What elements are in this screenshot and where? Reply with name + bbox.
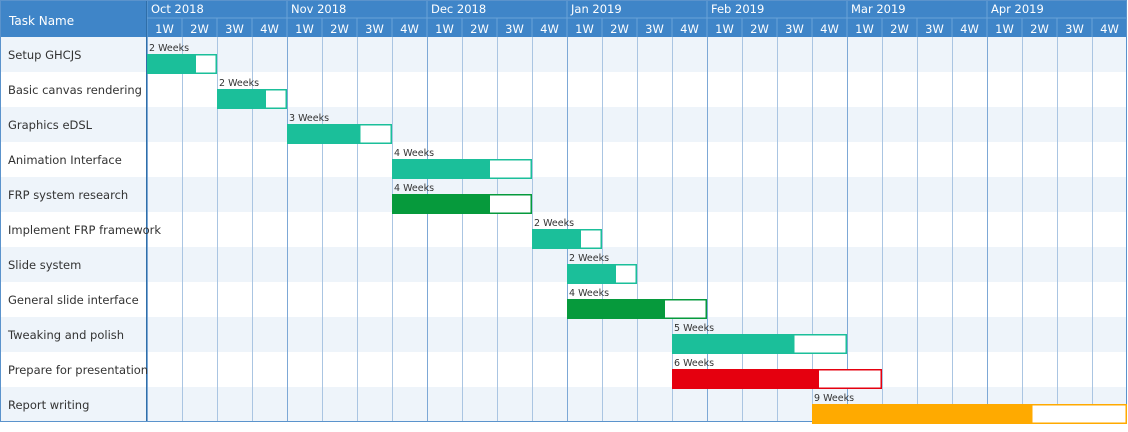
task-bar-progress	[672, 334, 795, 354]
task-name: Basic canvas rendering	[8, 83, 142, 97]
task-row-background	[0, 72, 1127, 107]
task-name: Report writing	[8, 398, 89, 412]
week-label: 3W	[225, 22, 244, 36]
month-label: Oct 2018	[151, 2, 204, 16]
week-label: 3W	[925, 22, 944, 36]
week-label: 4W	[680, 22, 699, 36]
week-label: 2W	[890, 22, 909, 36]
task-duration-label: 2 Weeks	[219, 78, 259, 89]
task-bar-progress	[392, 159, 490, 179]
week-label: 3W	[645, 22, 664, 36]
task-bar-progress	[567, 299, 665, 319]
task-duration-label: 6 Weeks	[674, 358, 714, 369]
task-bar-progress	[812, 404, 1033, 424]
week-label: 2W	[190, 22, 209, 36]
month-label: Jan 2019	[570, 2, 622, 16]
week-label: 4W	[820, 22, 839, 36]
task-bar-progress	[287, 124, 361, 144]
month-label: Feb 2019	[711, 2, 764, 16]
task-name: Prepare for presentation	[8, 363, 148, 377]
week-label: 4W	[400, 22, 419, 36]
month-label: Mar 2019	[851, 2, 906, 16]
task-duration-label: 2 Weeks	[149, 43, 189, 54]
task-name-header: Task Name	[8, 14, 74, 28]
week-label: 1W	[995, 22, 1014, 36]
task-name: FRP system research	[8, 188, 128, 202]
task-row-background	[0, 282, 1127, 317]
week-label: 3W	[785, 22, 804, 36]
task-bar-progress	[672, 369, 819, 389]
week-label: 2W	[470, 22, 489, 36]
week-label: 3W	[365, 22, 384, 36]
week-label: 1W	[575, 22, 594, 36]
month-label: Apr 2019	[991, 2, 1044, 16]
task-row-background	[0, 142, 1127, 177]
week-label: 1W	[295, 22, 314, 36]
task-bar-progress	[532, 229, 581, 249]
task-name: Tweaking and polish	[7, 328, 124, 342]
week-label: 2W	[1030, 22, 1049, 36]
task-duration-label: 5 Weeks	[674, 323, 714, 334]
task-duration-label: 4 Weeks	[394, 148, 434, 159]
task-row-background	[0, 352, 1127, 387]
task-bar-progress	[217, 89, 266, 109]
task-duration-label: 2 Weeks	[569, 253, 609, 264]
task-duration-label: 9 Weeks	[814, 393, 854, 404]
task-name: Setup GHCJS	[8, 48, 81, 62]
week-label: 3W	[505, 22, 524, 36]
task-duration-label: 4 Weeks	[569, 288, 609, 299]
task-name: General slide interface	[8, 293, 139, 307]
task-duration-label: 4 Weeks	[394, 183, 434, 194]
week-label: 1W	[855, 22, 874, 36]
task-bar-progress	[147, 54, 196, 74]
task-bar-progress	[567, 264, 616, 284]
task-row-background	[0, 107, 1127, 142]
task-row-background	[0, 247, 1127, 282]
month-label: Nov 2018	[291, 2, 346, 16]
week-label: 2W	[750, 22, 769, 36]
task-name: Implement FRP framework	[8, 223, 161, 237]
week-label: 4W	[260, 22, 279, 36]
month-label: Dec 2018	[431, 2, 486, 16]
task-duration-label: 2 Weeks	[534, 218, 574, 229]
chart-border	[0, 0, 1127, 422]
week-label: 4W	[960, 22, 979, 36]
task-name: Animation Interface	[8, 153, 122, 167]
week-label: 3W	[1065, 22, 1084, 36]
task-bar-progress	[392, 194, 490, 214]
task-duration-label: 3 Weeks	[289, 113, 329, 124]
task-name: Graphics eDSL	[8, 118, 93, 132]
week-label: 1W	[435, 22, 454, 36]
week-label: 4W	[1100, 22, 1119, 36]
task-name: Slide system	[8, 258, 81, 272]
week-label: 1W	[715, 22, 734, 36]
task-row-background	[0, 177, 1127, 212]
week-label: 1W	[155, 22, 174, 36]
week-label: 2W	[330, 22, 349, 36]
week-label: 2W	[610, 22, 629, 36]
week-label: 4W	[540, 22, 559, 36]
task-row-background	[0, 317, 1127, 352]
